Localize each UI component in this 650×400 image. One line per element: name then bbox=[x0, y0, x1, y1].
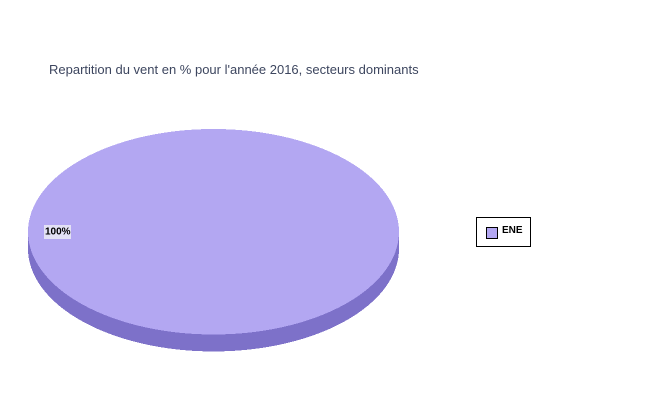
svg-text:100%: 100% bbox=[45, 227, 71, 238]
